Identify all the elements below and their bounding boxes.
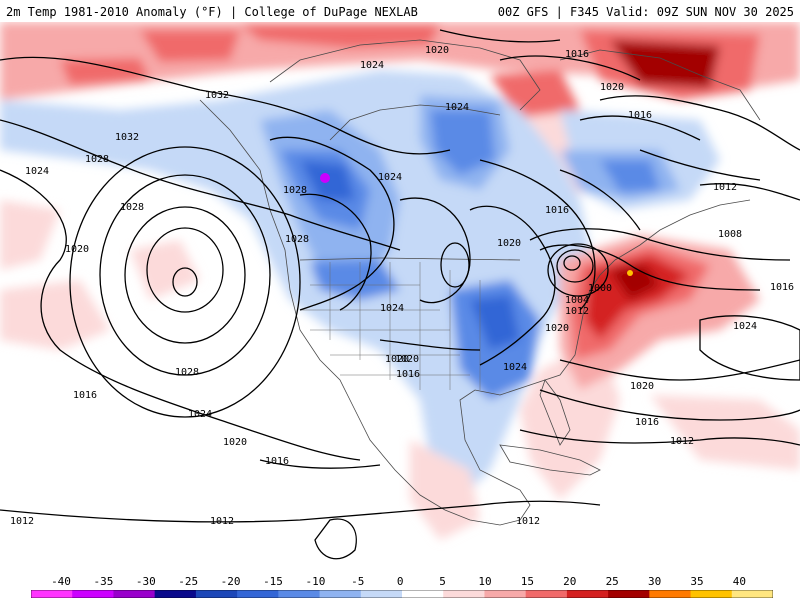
isobar-label: 1020 — [630, 381, 654, 392]
legend-tick-label: -40 — [51, 575, 71, 588]
legend-tick-label: -35 — [93, 575, 114, 588]
isobar-label: 1004 — [565, 295, 589, 306]
legend-tick-label: 0 — [396, 575, 404, 588]
legend-swatch — [608, 590, 650, 598]
isobar-label: 1024 — [360, 60, 384, 71]
legend-swatch — [360, 590, 403, 598]
legend-swatch — [443, 590, 485, 598]
legend-tick-label: 15 — [520, 575, 535, 588]
isobar-label: 1020 — [545, 323, 569, 334]
map-title: 2m Temp 1981-2010 Anomaly (°F) | College… — [6, 5, 418, 19]
isobar-label: 1012 — [516, 516, 540, 527]
isobar-label: 1016 — [635, 417, 659, 428]
legend-tick-label: 30 — [647, 575, 662, 588]
legend-tick-label: 10 — [478, 575, 492, 588]
legend-swatch — [484, 590, 527, 598]
map-header: 2m Temp 1981-2010 Anomaly (°F) | College… — [0, 0, 800, 22]
color-scale-bar — [31, 590, 773, 598]
legend-tick-label: 35 — [690, 575, 704, 588]
isobar-label: 1024 — [25, 166, 49, 177]
isobar-label: 1020 — [223, 437, 247, 448]
legend-swatch — [690, 590, 733, 598]
temperature-anomaly-map: 1020 1016 1024 1032 1032 1028 1024 1028 … — [0, 22, 800, 573]
legend-swatch — [31, 590, 73, 598]
isobar-label: 1024 — [503, 362, 527, 373]
isobar-label: 1016 — [396, 369, 420, 380]
isobar-label: 1024 — [380, 303, 404, 314]
isobar-label: 1024 — [188, 409, 212, 420]
legend-swatch — [402, 590, 444, 598]
color-scale-legend: -40 -35 -30 -25 -20 -15 -10 -5 0 5 10 15 20 25 30 35 40 — [0, 573, 800, 600]
isobar-label: 1012 — [565, 306, 589, 317]
isobar-label: 1012 — [210, 516, 234, 527]
legend-swatch — [525, 590, 568, 598]
isobar-label: 1008 — [718, 229, 742, 240]
legend-swatch — [113, 590, 156, 598]
isobar-label: 1020 — [65, 244, 89, 255]
isobar-label: 1028 — [283, 185, 307, 196]
legend-swatch — [72, 590, 114, 598]
legend-tick-label: 25 — [605, 575, 619, 588]
legend-tick-label: 40 — [732, 575, 747, 588]
isobar-label: 1028 — [85, 154, 109, 165]
isobar-label: 1024 — [445, 102, 469, 113]
legend-tick-label: -5 — [351, 575, 365, 588]
isobar-label: 1032 — [205, 90, 229, 101]
legend-swatch — [319, 590, 362, 598]
isobar-labels: 1020 1016 1024 1032 1032 1028 1024 1028 … — [10, 45, 794, 527]
isobar-label: 1016 — [73, 390, 97, 401]
coastlines — [199, 39, 761, 526]
isobar-label: 1016 — [265, 456, 289, 467]
state-borders — [300, 262, 481, 390]
isobar-label: 1020 — [600, 82, 624, 93]
isobar-label: 1020 — [385, 354, 409, 365]
legend-tick-label: -20 — [220, 575, 241, 588]
isobar-label: 1020 — [425, 45, 449, 56]
legend-swatch — [154, 590, 197, 598]
isobar-label: 1024 — [733, 321, 757, 332]
isobar-label: 1012 — [10, 516, 34, 527]
model-run-info: 00Z GFS | F345 Valid: 09Z SUN NOV 30 202… — [497, 5, 794, 19]
legend-swatch — [731, 590, 773, 598]
isobar-label: 1024 — [378, 172, 402, 183]
isobar-label: 1032 — [115, 132, 139, 143]
legend-tick-label: -15 — [263, 575, 283, 588]
legend-tick-label: -30 — [135, 575, 156, 588]
isobar-label: 1020 — [497, 238, 521, 249]
isobars — [0, 29, 800, 560]
legend-swatch — [278, 590, 321, 598]
isobar-label: 1000 — [588, 283, 612, 294]
legend-swatch — [237, 590, 279, 598]
extreme-warm-spot — [627, 270, 633, 276]
isobar-label: 1012 — [713, 182, 737, 193]
legend-swatch — [649, 590, 692, 598]
extreme-cold-spot — [320, 173, 330, 183]
legend-tick-label: 5 — [439, 575, 446, 588]
legend-swatch — [566, 590, 609, 598]
legend-swatch — [195, 590, 238, 598]
isobar-label: 1016 — [628, 110, 652, 121]
isobar-label: 1016 — [545, 205, 569, 216]
isobar-label: 1028 — [175, 367, 199, 378]
legend-tick-label: -10 — [305, 575, 326, 588]
isobar-label: 1016 — [565, 49, 589, 60]
isobar-label: 1012 — [670, 436, 694, 447]
legend-tick-label: -25 — [178, 575, 199, 588]
legend-tick-label: 20 — [563, 575, 577, 588]
isobar-label: 1028 — [285, 234, 309, 245]
isobar-label: 1016 — [770, 282, 794, 293]
isobar-label: 1020 — [395, 354, 419, 365]
isobar-label: 1028 — [120, 202, 144, 213]
